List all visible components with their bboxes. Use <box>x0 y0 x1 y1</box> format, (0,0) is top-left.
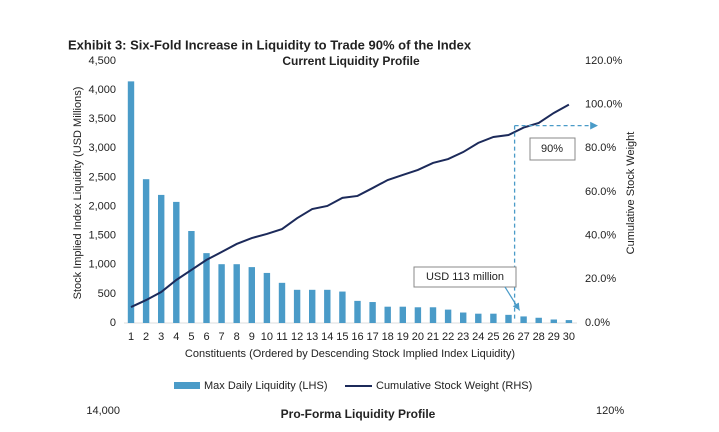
bar <box>309 289 316 323</box>
y2-tick-label: 20.0% <box>585 273 616 285</box>
bar <box>188 231 195 323</box>
bar <box>263 272 271 323</box>
bar <box>520 316 527 323</box>
line <box>130 103 570 308</box>
bar <box>354 300 361 323</box>
y2-tick-label: 40.0% <box>585 230 616 242</box>
x-tick-label: 7 <box>219 331 225 343</box>
bar <box>505 314 512 323</box>
bar <box>414 307 422 323</box>
bar <box>460 312 467 323</box>
x-tick-label: 19 <box>397 331 409 343</box>
y2-tick-label: 80.0% <box>585 142 616 154</box>
annotation-box <box>529 137 576 161</box>
bar <box>399 306 406 323</box>
y-tick-label: 2,000 <box>88 200 116 212</box>
x-tick-label: 17 <box>366 331 378 343</box>
y-tick-label: 3,000 <box>88 142 116 154</box>
bar <box>535 317 542 323</box>
legend-swatch <box>174 382 200 389</box>
x-tick-label: 24 <box>472 331 484 343</box>
y-tick-label: 1,500 <box>88 230 116 242</box>
next-right-tick: 120% <box>596 405 624 417</box>
bar <box>142 179 150 323</box>
x-tick-label: 30 <box>563 331 575 343</box>
annotation-text: 90% <box>541 143 563 155</box>
bar <box>490 313 497 323</box>
bar <box>248 267 255 323</box>
x-axis-label: Constituents (Ordered by Descending Stoc… <box>185 348 515 360</box>
y-tick-label: 0 <box>110 317 116 329</box>
x-tick-label: 23 <box>457 331 469 343</box>
x-tick-label: 29 <box>548 331 560 343</box>
annotation-box <box>413 266 517 288</box>
x-tick-label: 25 <box>487 331 499 343</box>
y-tick-label: 500 <box>98 288 116 300</box>
x-tick-label: 11 <box>276 331 287 343</box>
y-tick-label: 4,500 <box>88 55 116 67</box>
x-tick-label: 16 <box>351 331 363 343</box>
bar <box>233 264 240 323</box>
annotation-arrow <box>504 286 521 311</box>
x-tick-label: 22 <box>442 331 454 343</box>
legend-label: Max Daily Liquidity (LHS) <box>204 380 327 392</box>
x-tick-label: 28 <box>533 331 545 343</box>
x-tick-label: 1 <box>128 331 134 343</box>
bar <box>278 282 286 323</box>
legend-label: Cumulative Stock Weight (RHS) <box>376 380 532 392</box>
next-left-tick: 14,000 <box>86 405 120 417</box>
bar <box>293 289 301 323</box>
y-tick-label: 3,500 <box>88 113 116 125</box>
x-tick-label: 12 <box>291 331 303 343</box>
x-tick-label: 3 <box>158 331 164 343</box>
x-tick-label: 21 <box>427 331 439 343</box>
x-tick-label: 14 <box>321 331 333 343</box>
x-tick-label: 20 <box>412 331 424 343</box>
x-tick-label: 13 <box>306 331 318 343</box>
y-tick-label: 4,000 <box>88 84 116 96</box>
y2-tick-label: 60.0% <box>585 186 616 198</box>
y2-tick-label: 0.0% <box>585 317 610 329</box>
x-tick-label: 26 <box>502 331 514 343</box>
x-tick-label: 5 <box>188 331 194 343</box>
bar <box>339 291 346 323</box>
bar <box>475 313 482 323</box>
chart-title: Current Liquidity Profile <box>282 54 420 68</box>
next-chart-title: Pro-Forma Liquidity Profile <box>281 407 436 421</box>
x-tick-label: 15 <box>336 331 348 343</box>
x-tick-label: 27 <box>517 331 529 343</box>
x-tick-label: 8 <box>234 331 240 343</box>
x-tick-label: 10 <box>261 331 273 343</box>
bar <box>218 264 225 323</box>
y-axis-label: Stock Implied Index Liquidity (USD Milli… <box>72 87 84 300</box>
y-tick-label: 2,500 <box>88 171 116 183</box>
x-tick-label: 2 <box>143 331 149 343</box>
bar <box>384 306 391 323</box>
exhibit-title: Exhibit 3: Six-Fold Increase in Liquidit… <box>68 37 472 52</box>
bar <box>127 81 135 323</box>
y-tick-label: 1,000 <box>88 259 116 271</box>
bar <box>158 194 165 323</box>
y2-tick-label: 100.0% <box>585 99 623 111</box>
bar <box>324 289 331 323</box>
annotation-text: USD 113 million <box>426 271 504 283</box>
y2-tick-label: 120.0% <box>585 55 623 67</box>
bar <box>369 302 376 323</box>
bar <box>173 201 180 323</box>
bar <box>429 307 437 323</box>
bar <box>565 320 573 323</box>
x-tick-label: 6 <box>203 331 209 343</box>
x-tick-label: 4 <box>173 331 179 343</box>
bar <box>203 253 210 323</box>
bar <box>550 319 557 323</box>
x-tick-label: 18 <box>382 331 394 343</box>
bar <box>444 309 452 323</box>
x-tick-label: 9 <box>249 331 255 343</box>
y2-axis-label: Cumulative Stock Weight <box>625 132 637 255</box>
